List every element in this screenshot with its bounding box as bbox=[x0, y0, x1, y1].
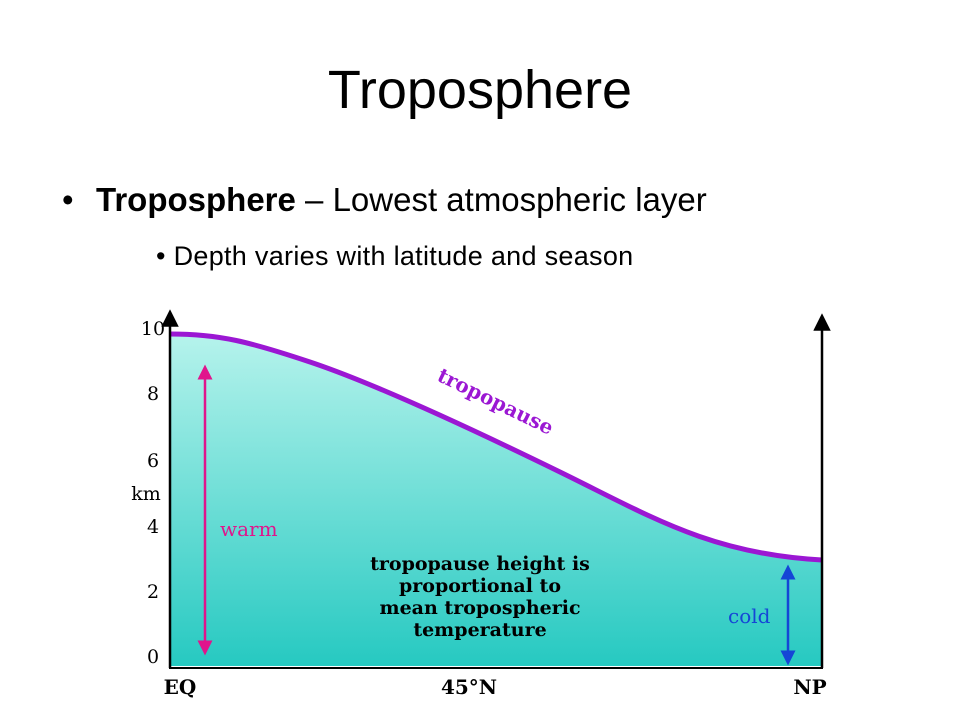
sub-bullet-text: Depth varies with latitude and season bbox=[173, 241, 634, 271]
y-tick-label: 6 bbox=[147, 450, 159, 472]
y-axis-unit: km bbox=[131, 483, 161, 505]
note-line: mean tropospheric bbox=[379, 597, 580, 619]
tropopause-curve bbox=[169, 331, 823, 563]
bullet-definition: – Lowest atmospheric layer bbox=[295, 181, 707, 218]
cold-label: cold bbox=[728, 604, 771, 628]
y-tick-label: 10 bbox=[141, 318, 165, 340]
x-tick-label-eq: EQ bbox=[164, 675, 197, 699]
sub-bullet-depth: • Depth varies with latitude and season bbox=[156, 238, 633, 274]
y-tick-label: 8 bbox=[147, 383, 159, 405]
y-tick-label: 0 bbox=[147, 646, 159, 668]
troposphere-diagram: 0 2 4 6 8 10 km EQ 45°N NP tropopause wa… bbox=[131, 309, 831, 699]
sub-bullet-marker: • bbox=[156, 241, 166, 271]
y-tick-label: 4 bbox=[147, 516, 159, 538]
note-line: tropopause height is bbox=[370, 553, 590, 575]
troposphere-fill bbox=[170, 334, 822, 666]
bullet-marker: • bbox=[62, 181, 74, 218]
note-line: proportional to bbox=[399, 575, 561, 597]
bullet-troposphere: • Troposphere – Lowest atmospheric layer bbox=[62, 178, 707, 222]
note-line: temperature bbox=[413, 619, 546, 641]
bullet-term: Troposphere bbox=[96, 181, 296, 218]
warm-label: warm bbox=[220, 517, 278, 541]
y-tick-label: 2 bbox=[147, 581, 159, 603]
slide-title: Troposphere bbox=[327, 60, 633, 120]
x-tick-label-np: NP bbox=[793, 675, 826, 699]
x-tick-label-45n: 45°N bbox=[441, 675, 497, 699]
